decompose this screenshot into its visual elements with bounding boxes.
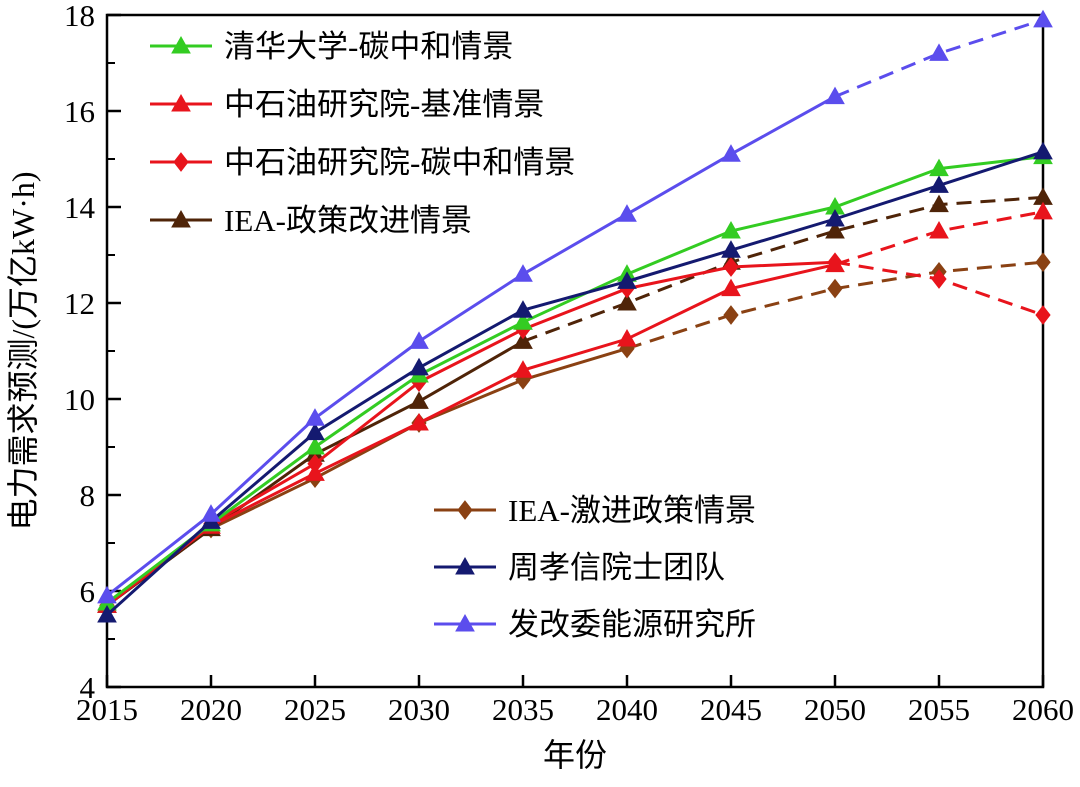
legend-label-tsinghua-carbon-neutral: 清华大学-碳中和情景 [224,29,513,64]
legend-triangle-icon [171,209,191,228]
series-ndrc-energy-institute-line-dashed [834,18,1044,98]
series-tsinghua-carbon-neutral-marker [513,312,533,330]
series-zhou-xiaoxin-team-line [105,150,1044,617]
legend-triangle-icon [455,613,475,632]
series-tsinghua-carbon-neutral-line [106,155,1044,605]
series-cnpc-carbon-neutral-marker [307,453,323,474]
series-iea-aggressive-marker [1035,252,1051,273]
series-iea-policy-marker [617,292,637,311]
y-tick-label: 18 [64,0,95,33]
y-tick-label: 6 [80,574,96,609]
series-ndrc-energy-institute-marker [825,86,845,105]
x-tick-label: 2055 [908,692,970,727]
legend-triangle-icon [171,35,191,54]
series-zhou-xiaoxin-team-marker [1033,141,1053,160]
x-tick-label: 2030 [388,692,450,727]
series-iea-policy-marker [929,194,949,213]
series-cnpc-carbon-neutral-marker [931,269,947,289]
series-iea-aggressive-marker [827,278,843,299]
legend-item-iea-policy: IEA-政策改进情景 [150,203,472,238]
series-zhou-xiaoxin-team-marker [617,271,637,289]
y-tick-label: 10 [64,382,95,417]
series-ndrc-energy-institute-marker [617,204,637,222]
x-tick-label: 2050 [804,692,866,727]
series-zhou-xiaoxin-team-marker [825,208,845,227]
series-cnpc-baseline-marker [929,220,949,239]
series-cnpc-carbon-neutral-marker [1035,305,1051,325]
series-ndrc-energy-institute-marker [513,264,533,282]
legend-label-iea-policy: IEA-政策改进情景 [224,203,472,238]
x-axis-title: 年份 [543,737,607,773]
legend-triangle-icon [455,556,475,575]
series-cnpc-baseline-marker [721,278,741,297]
legend-item-tsinghua-carbon-neutral: 清华大学-碳中和情景 [150,29,513,64]
series-cnpc-baseline-marker [409,412,429,431]
y-tick-label: 4 [80,670,96,705]
series-zhou-xiaoxin-team-marker [929,175,949,193]
series-ndrc-energy-institute-marker [97,585,117,604]
legend-item-cnpc-carbon-neutral: 中石油研究院-碳中和情景 [150,145,575,180]
legend-label-cnpc-baseline: 中石油研究院-基准情景 [224,87,544,122]
legend-item-ndrc-energy-institute: 发改委能源研究所 [434,607,756,642]
x-tick-label: 2060 [1012,692,1074,727]
y-tick-label: 8 [80,478,96,513]
legend-label-ndrc-energy-institute: 发改委能源研究所 [508,607,756,642]
series-zhou-xiaoxin-team-marker [721,240,741,258]
legend-item-zhou-xiaoxin-team: 周孝信院士团队 [434,550,725,585]
series-ndrc-energy-institute-line [106,95,836,597]
series-ndrc-energy-institute-marker [201,504,221,522]
series-zhou-xiaoxin-team-marker [513,300,533,318]
legend-item-iea-aggressive: IEA-激进政策情景 [434,493,756,528]
series-cnpc-carbon-neutral-marker [827,252,843,273]
series-iea-policy-marker [825,220,845,239]
series-ndrc-energy-institute-marker [721,144,741,162]
series-cnpc-baseline-marker [617,328,637,347]
series-cnpc-baseline-marker [513,360,533,378]
series-zhou-xiaoxin-team-marker [305,422,325,441]
series-iea-policy-marker [513,331,533,349]
legend-label-zhou-xiaoxin-team: 周孝信院士团队 [508,550,725,585]
legend-triangle-icon [171,93,191,112]
series-zhou-xiaoxin-team-marker [409,357,429,376]
legend-item-cnpc-baseline: 中石油研究院-基准情景 [150,87,544,122]
x-tick-label: 2045 [700,692,762,727]
x-tick-label: 2025 [284,692,346,727]
series-iea-policy-marker [409,391,429,409]
x-tick-label: 2040 [596,692,658,727]
y-tick-label: 16 [64,94,95,129]
legend-label-iea-aggressive: IEA-激进政策情景 [508,493,756,528]
series-ndrc-energy-institute-marker [409,331,429,349]
series-ndrc-energy-institute-marker [305,408,325,426]
y-tick-label: 12 [64,286,95,321]
y-tick-label: 14 [64,190,96,225]
y-axis-title: 电力需求预测/(万亿kW·h) [5,171,41,530]
series-cnpc-carbon-neutral-line [106,260,836,607]
series-tsinghua-carbon-neutral-marker [305,436,325,455]
series-zhou-xiaoxin-team-marker [97,604,117,623]
series-cnpc-carbon-neutral-marker [723,257,739,277]
series-ndrc-energy-institute-marker [929,43,949,61]
series-iea-aggressive-marker [723,305,739,325]
plot-area: 2015 2020 2025 2030 2035 2040 2045 2050 2055 2060… [64,0,1074,727]
series-ndrc-energy-institute-marker [1033,9,1053,28]
series-tsinghua-carbon-neutral-marker [721,220,741,239]
x-tick-label: 2020 [180,692,242,727]
series-iea-policy-line-dashed [522,195,1044,343]
legend-diamond-icon [457,500,473,520]
legend-diamond-icon [173,152,189,172]
x-tick-label: 2035 [492,692,554,727]
legend-label-cnpc-carbon-neutral: 中石油研究院-碳中和情景 [224,145,575,180]
series-cnpc-baseline-marker [1033,201,1053,220]
x-tick-label: 2015 [76,692,138,727]
series-cnpc-baseline-line [106,263,836,607]
